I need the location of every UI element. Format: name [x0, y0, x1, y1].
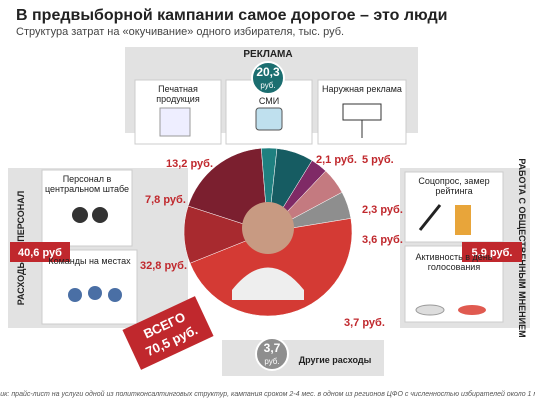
group-badge	[462, 242, 522, 262]
value-label: 2,1 руб.	[316, 154, 357, 166]
icon-person	[88, 286, 102, 300]
group-badge	[10, 242, 70, 262]
icon-person	[92, 207, 108, 223]
group-value: 20,3	[256, 65, 280, 79]
icon-mic	[418, 204, 442, 231]
card	[41, 169, 133, 247]
panel-other	[222, 340, 384, 376]
category-label: Активность в день голосования	[415, 252, 493, 272]
icon-cup	[415, 304, 445, 316]
value-label: 5 руб.	[362, 154, 394, 166]
category-label: Другие расходы	[298, 355, 372, 365]
group-badge	[255, 337, 289, 371]
chart-title: В предвыборной кампании самое дорогое – …	[16, 7, 447, 24]
value-label: 7,8 руб.	[145, 194, 186, 206]
pie	[183, 147, 353, 317]
total-box	[122, 296, 214, 370]
category-label: СМИ	[258, 96, 280, 106]
icon-person	[68, 288, 82, 302]
value-label: 2,3 руб.	[362, 204, 403, 216]
pie-slice	[189, 218, 353, 317]
chart-subtitle: Структура затрат на «окучивание» одного …	[16, 26, 344, 38]
icon-notepad	[455, 205, 471, 235]
category-label: Печатная продукция	[156, 84, 200, 104]
group-title: РЕКЛАМА	[243, 49, 292, 60]
value-label: 32,8 руб.	[140, 260, 188, 272]
category-label: Наружная реклама	[322, 84, 402, 94]
icon-head	[242, 202, 294, 254]
group-unit: руб.	[264, 357, 279, 366]
group-unit: руб.	[260, 81, 275, 90]
pie-slice	[187, 148, 269, 233]
icon-body	[232, 267, 304, 300]
group-badge	[251, 61, 285, 95]
pie-slice	[183, 205, 269, 264]
group-value: 40,6 руб	[18, 247, 62, 259]
value-label: 3,7 руб.	[344, 317, 385, 329]
icon-tv	[255, 107, 283, 131]
icon-person	[72, 207, 88, 223]
icon-person	[108, 288, 122, 302]
group-value: 5,9 руб.	[472, 247, 513, 259]
icon-cake	[458, 305, 486, 315]
value-label: 3,6 руб.	[362, 234, 403, 246]
icon-billboard	[342, 103, 382, 121]
category-label: Соцопрос, замер рейтинга	[418, 176, 490, 196]
category-label: Персонал в центральном штабе	[44, 174, 130, 194]
value-label: 13,2 руб.	[166, 158, 214, 170]
card	[41, 249, 138, 325]
source: Источник: прайс-лист на услуги одной из …	[0, 390, 535, 398]
group-value: 3,7	[264, 341, 281, 355]
category-label: Команды на местах	[48, 256, 131, 266]
icon-print	[159, 107, 191, 137]
